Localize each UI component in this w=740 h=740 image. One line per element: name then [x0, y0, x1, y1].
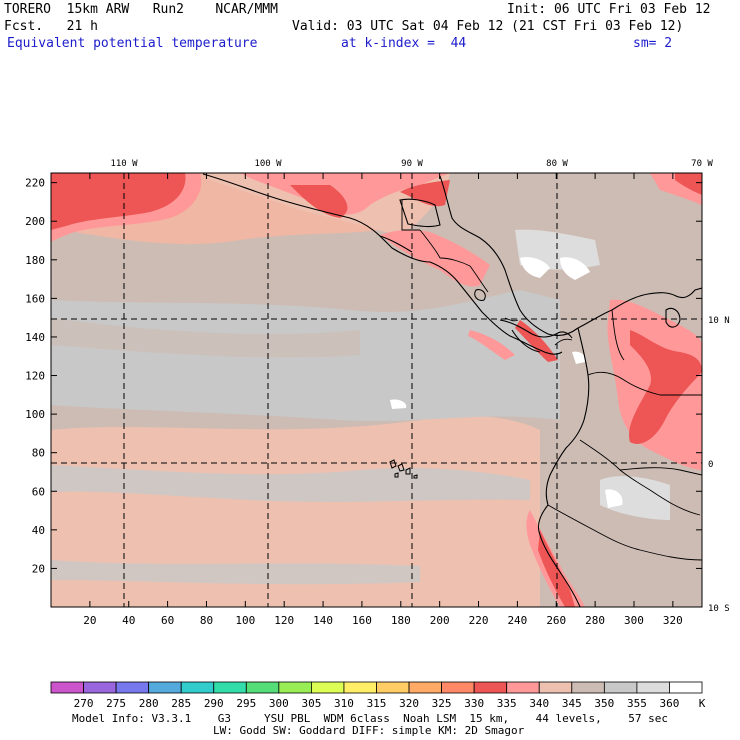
country-borders — [401, 200, 702, 561]
colorbar-label: 335 — [497, 697, 517, 710]
x-axis: 20 40 60 80 100 120 140 160 180 200 220 240 260 280 30… — [83, 173, 683, 627]
y-tick-label: 200 — [25, 215, 45, 228]
colorbar-swatch — [115, 681, 150, 694]
x-tick-label: 80 — [200, 614, 213, 627]
colorbar-label: 320 — [399, 697, 419, 710]
colorbar-swatch — [669, 681, 703, 694]
longitude-label: 100 W — [254, 159, 282, 169]
colorbar-swatch — [278, 681, 312, 694]
graticule — [51, 173, 702, 607]
x-tick-label: 60 — [161, 614, 174, 627]
galapagos-islands — [389, 459, 418, 479]
colorbar-swatch — [538, 681, 573, 694]
y-tick-label: 20 — [32, 562, 45, 575]
colorbar-swatch — [441, 681, 475, 694]
colorbar-swatch — [473, 681, 508, 694]
longitude-label: 80 W — [546, 159, 568, 169]
colorbar-swatch — [213, 681, 247, 694]
colorbar-label: 330 — [464, 697, 484, 710]
x-tick-label: 300 — [624, 614, 644, 627]
colorbar-swatch — [376, 681, 410, 694]
y-tick-label: 100 — [25, 408, 45, 421]
colorbar-label: 350 — [594, 697, 614, 710]
x-tick-label: 120 — [274, 614, 294, 627]
model-title: TORERO 15km ARW Run2 NCAR/MMM — [4, 2, 278, 17]
x-tick-label: 220 — [469, 614, 489, 627]
field-name: Equivalent potential temperature — [7, 36, 258, 51]
y-tick-label: 60 — [32, 485, 45, 498]
colorbar-label: 275 — [106, 697, 126, 710]
x-tick-label: 140 — [313, 614, 333, 627]
colorbar-label: 325 — [432, 697, 452, 710]
longitude-label: 90 W — [401, 159, 423, 169]
colorbar-swatch — [245, 681, 280, 694]
y-tick-label: 40 — [32, 524, 45, 537]
x-tick-label: 320 — [663, 614, 683, 627]
colorbar-label: 295 — [236, 697, 256, 710]
colorbar-label: 300 — [269, 697, 289, 710]
colorbar-swatch — [50, 681, 84, 694]
colorbar-label: 340 — [529, 697, 549, 710]
smoothing-info: sm= 2 — [633, 36, 673, 51]
colorbar-unit: K — [699, 697, 706, 710]
x-tick-label: 20 — [83, 614, 96, 627]
map-frame — [50, 172, 703, 608]
colorbar-label: 280 — [139, 697, 159, 710]
longitude-label: 110 W — [110, 159, 138, 169]
y-tick-label: 140 — [25, 331, 45, 344]
physics-info-line: LW: Godd SW: Goddard DIFF: simple KM: 2D… — [213, 724, 525, 737]
colorbar-swatch — [343, 681, 377, 694]
x-tick-label: 260 — [546, 614, 566, 627]
longitude-labels: 110 W 100 W 90 W 80 W 70 W — [110, 159, 713, 169]
y-tick-label: 160 — [25, 292, 45, 305]
colorbar-label: 360 — [660, 697, 680, 710]
x-tick-label: 160 — [352, 614, 372, 627]
latitude-label: 10 N — [708, 316, 730, 326]
colorbar-label: 355 — [627, 697, 647, 710]
colorbar-label: 270 — [74, 697, 94, 710]
x-tick-label: 200 — [430, 614, 450, 627]
x-tick-label: 240 — [507, 614, 527, 627]
colorbar-label: 290 — [204, 697, 224, 710]
x-tick-label: 40 — [122, 614, 135, 627]
colorbar-swatch — [571, 681, 605, 694]
y-tick-label: 180 — [25, 254, 45, 267]
valid-time: Valid: 03 UTC Sat 04 Feb 12 (21 CST Fri … — [292, 19, 684, 34]
init-time: Init: 06 UTC Fri 03 Feb 12 — [507, 2, 711, 17]
x-tick-label: 180 — [391, 614, 411, 627]
latitude-label: 0 — [708, 460, 713, 470]
latitude-label: 10 S — [708, 604, 730, 614]
colorbar-swatch — [603, 681, 638, 694]
colorbar-swatch — [148, 681, 182, 694]
latitude-labels: 10 N 0 10 S — [708, 316, 730, 614]
colorbar-label: 310 — [334, 697, 354, 710]
theta-e-field — [51, 173, 702, 607]
x-tick-label: 100 — [235, 614, 255, 627]
colorbar-swatch — [310, 681, 345, 694]
coastlines — [202, 173, 702, 607]
colorbar-swatch — [83, 681, 117, 694]
colorbar-swatch — [506, 681, 540, 694]
colorbar-swatch — [180, 681, 215, 694]
y-tick-label: 80 — [32, 447, 45, 460]
y-axis: 220 200 180 160 140 120 100 80 60 40 20 — [25, 177, 702, 575]
colorbar-label: 305 — [301, 697, 321, 710]
longitude-label: 70 W — [691, 159, 713, 169]
y-tick-label: 120 — [25, 370, 45, 383]
level-info: at k-index = 44 — [341, 36, 467, 51]
colorbar-label: 345 — [562, 697, 582, 710]
colorbar-swatch — [636, 681, 670, 694]
y-tick-label: 220 — [25, 177, 45, 190]
forecast-hour: Fcst. 21 h — [4, 19, 98, 34]
colorbar: 270 275 280 285 290 295 300 305 310 315 320 325 330 3… — [50, 681, 706, 710]
x-tick-label: 280 — [585, 614, 605, 627]
colorbar-swatch — [408, 681, 442, 694]
colorbar-label: 315 — [367, 697, 387, 710]
colorbar-label: 285 — [171, 697, 191, 710]
model-info-line: Model Info: V3.3.1 G3 YSU PBL WDM 6class… — [72, 712, 669, 725]
